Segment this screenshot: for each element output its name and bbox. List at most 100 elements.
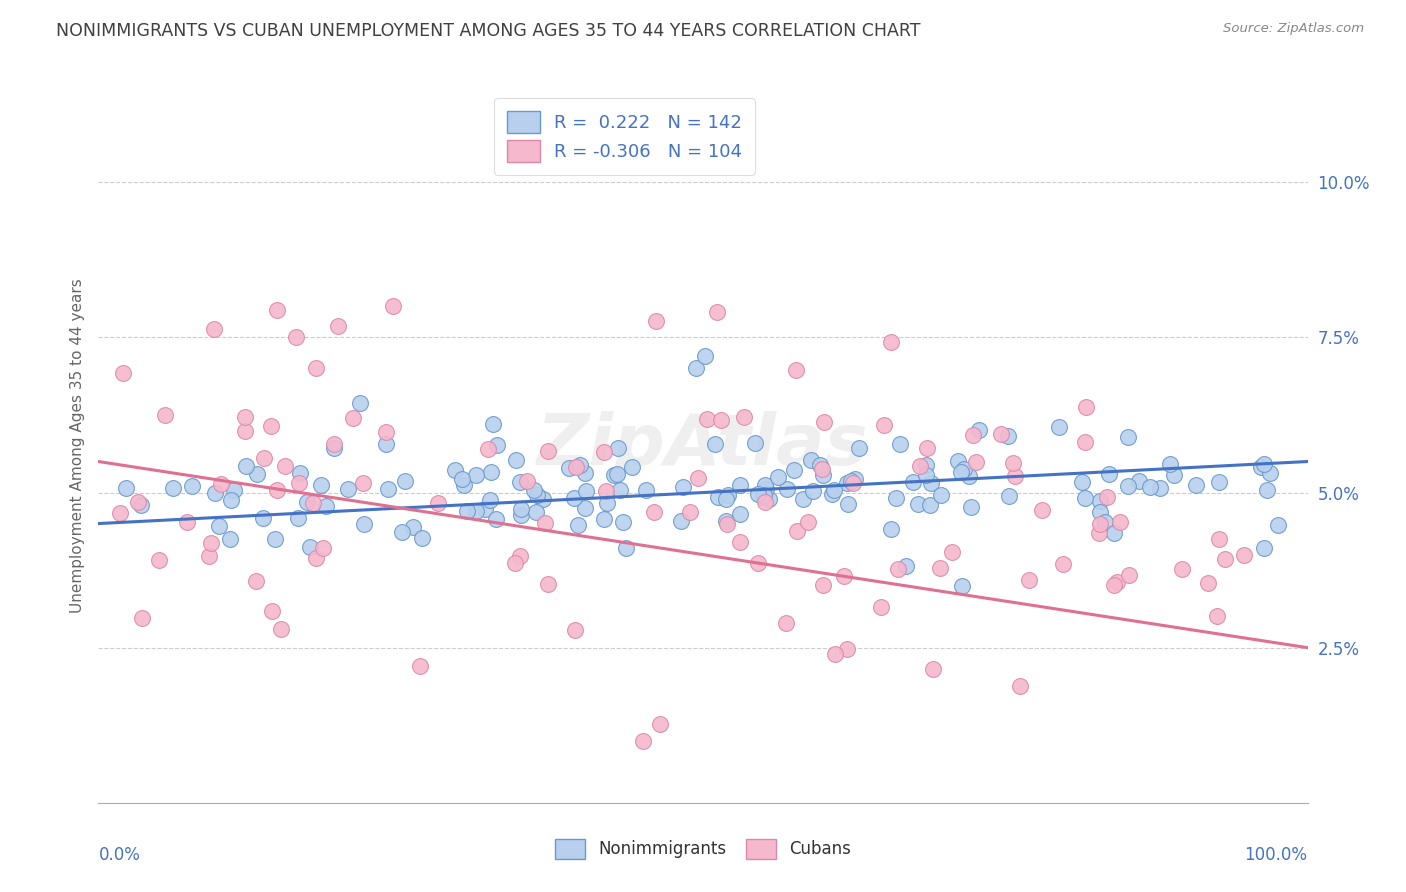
Point	[752, 487, 775, 501]
Point	[957, 468, 980, 483]
Point	[747, 556, 769, 570]
Point	[903, 475, 925, 490]
Point	[246, 467, 269, 481]
Point	[284, 330, 307, 344]
Point	[485, 512, 508, 526]
Point	[516, 474, 538, 488]
Text: ZipAtlas: ZipAtlas	[537, 411, 869, 481]
Point	[990, 426, 1012, 441]
Point	[270, 622, 292, 636]
Point	[1197, 575, 1219, 590]
Point	[813, 578, 835, 592]
Point	[1104, 526, 1126, 541]
Point	[1031, 503, 1053, 517]
Point	[287, 511, 309, 525]
Point	[754, 494, 776, 508]
Point	[233, 425, 256, 439]
Point	[1128, 474, 1150, 488]
Point	[716, 491, 738, 506]
Point	[219, 492, 242, 507]
Point	[353, 476, 375, 491]
Point	[733, 409, 755, 424]
Point	[810, 462, 832, 476]
Point	[706, 305, 728, 319]
Text: Source: ZipAtlas.com: Source: ZipAtlas.com	[1223, 22, 1364, 36]
Point	[962, 428, 984, 442]
Point	[509, 549, 531, 563]
Point	[464, 504, 486, 518]
Point	[886, 491, 908, 505]
Point	[595, 496, 617, 510]
Point	[880, 334, 903, 349]
Point	[1052, 558, 1074, 572]
Point	[1118, 567, 1140, 582]
Point	[274, 458, 297, 473]
Point	[375, 425, 398, 440]
Point	[755, 482, 778, 496]
Point	[844, 472, 866, 486]
Point	[562, 491, 585, 505]
Point	[744, 436, 766, 450]
Point	[669, 514, 692, 528]
Point	[918, 498, 941, 512]
Point	[1208, 532, 1230, 546]
Point	[533, 516, 555, 530]
Point	[479, 465, 502, 479]
Point	[298, 540, 321, 554]
Point	[1018, 573, 1040, 587]
Point	[209, 477, 232, 491]
Point	[394, 475, 416, 489]
Point	[1250, 460, 1272, 475]
Point	[685, 361, 707, 376]
Point	[1088, 517, 1111, 532]
Point	[848, 441, 870, 455]
Point	[245, 574, 267, 589]
Point	[148, 553, 170, 567]
Point	[710, 413, 733, 427]
Point	[266, 302, 288, 317]
Point	[266, 483, 288, 498]
Point	[1258, 466, 1281, 480]
Point	[887, 562, 910, 576]
Point	[510, 502, 533, 516]
Point	[914, 467, 936, 482]
Point	[1205, 609, 1227, 624]
Point	[766, 470, 789, 484]
Point	[609, 483, 631, 497]
Point	[879, 522, 901, 536]
Point	[531, 491, 554, 506]
Point	[716, 517, 738, 532]
Point	[606, 467, 628, 481]
Point	[915, 442, 938, 456]
Point	[679, 505, 702, 519]
Point	[204, 485, 226, 500]
Point	[574, 466, 596, 480]
Point	[1139, 480, 1161, 494]
Point	[342, 410, 364, 425]
Point	[823, 483, 845, 497]
Point	[569, 458, 592, 473]
Point	[524, 505, 547, 519]
Point	[290, 467, 312, 481]
Point	[305, 551, 328, 566]
Point	[1070, 475, 1092, 489]
Point	[754, 477, 776, 491]
Point	[218, 533, 240, 547]
Point	[965, 455, 987, 469]
Point	[1088, 525, 1111, 540]
Point	[456, 503, 478, 517]
Point	[728, 534, 751, 549]
Point	[688, 471, 710, 485]
Point	[1004, 468, 1026, 483]
Point	[131, 499, 153, 513]
Point	[870, 600, 893, 615]
Point	[950, 578, 973, 592]
Point	[323, 437, 346, 451]
Point	[537, 577, 560, 591]
Point	[839, 475, 862, 489]
Point	[453, 478, 475, 492]
Point	[288, 476, 311, 491]
Point	[263, 532, 285, 546]
Point	[758, 491, 780, 506]
Point	[391, 525, 413, 540]
